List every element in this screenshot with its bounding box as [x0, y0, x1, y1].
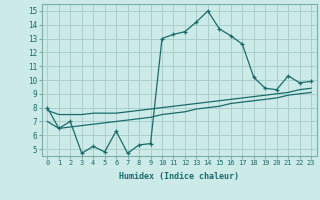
X-axis label: Humidex (Indice chaleur): Humidex (Indice chaleur) — [119, 172, 239, 181]
